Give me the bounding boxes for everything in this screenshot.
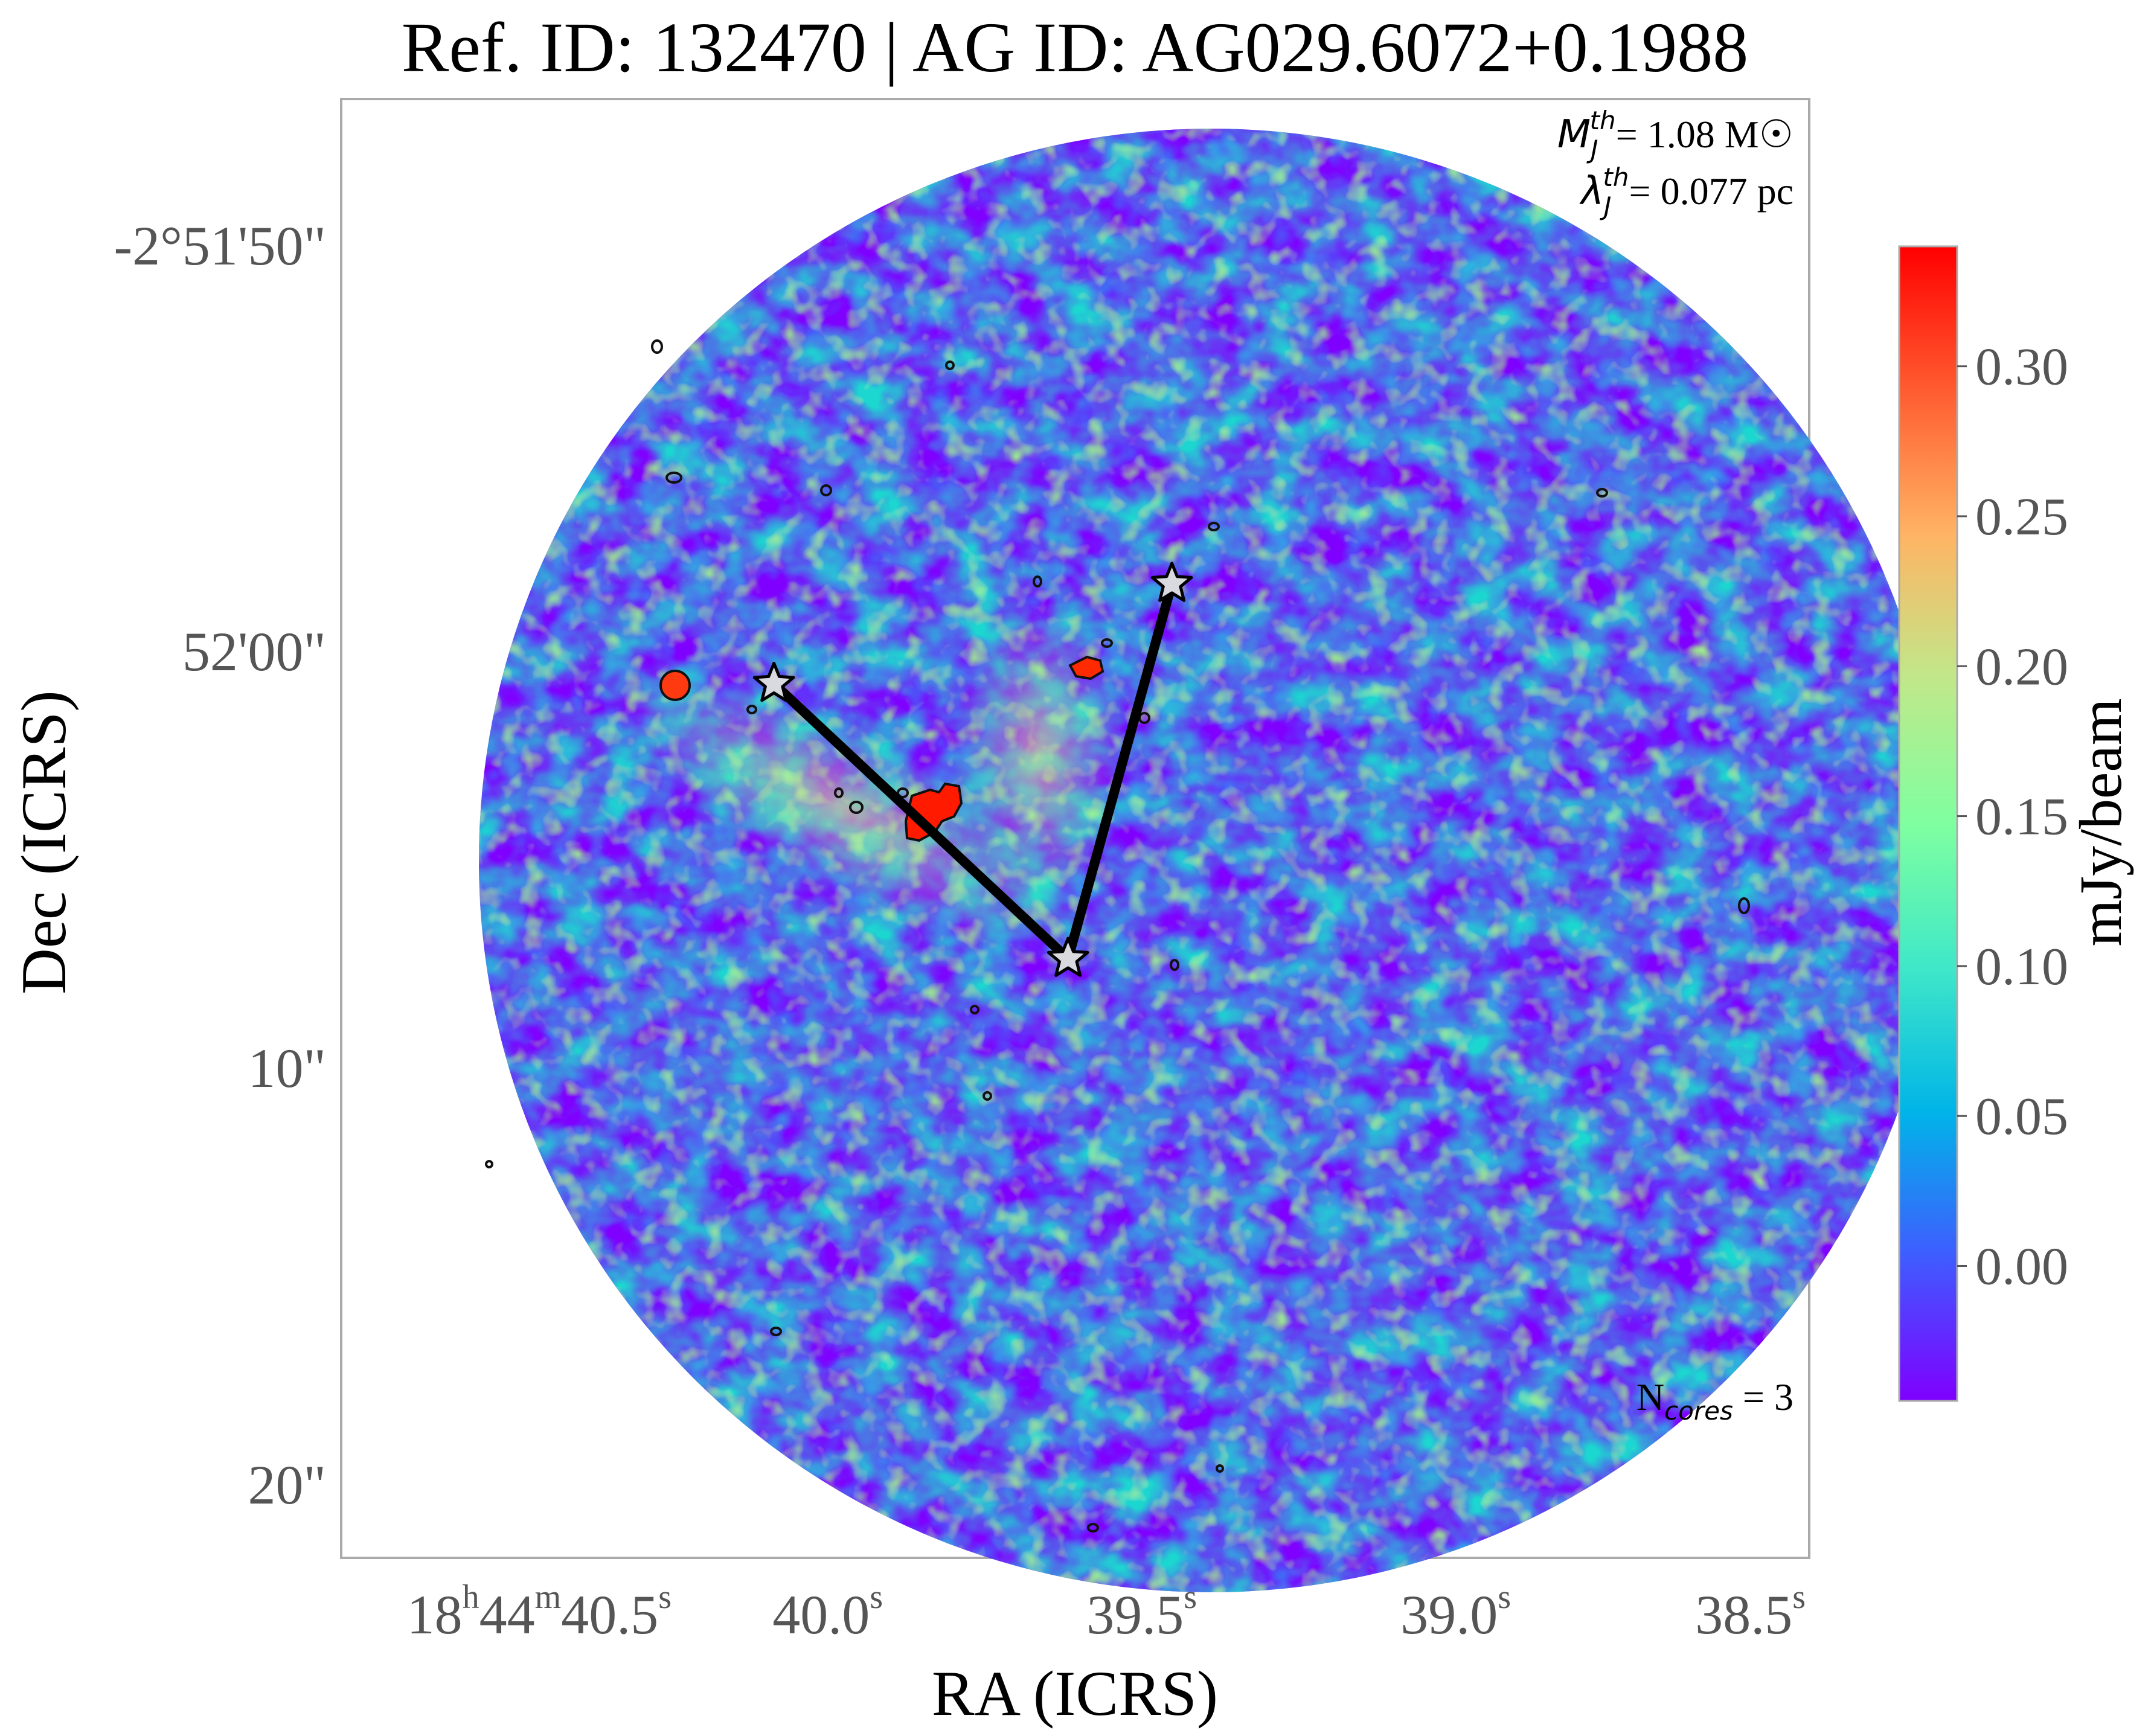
north-clump [1068,655,1104,681]
colorbar-label: mJy/beam [2067,698,2134,946]
x-tick-label: 40.0s [772,1578,883,1645]
mst-edges [769,578,1177,964]
core-star-marker [1150,562,1193,602]
jeans-length-annotation: λJth= 0.077 pc [1579,162,1794,221]
small-contours [485,339,1750,1533]
core-markers [752,562,1193,977]
colorbar-ticks: 0.30 0.25 0.20 0.15 0.10 0.05 0.00 [1957,338,2068,1296]
x-axis-ticks: 18h44m40.5s 40.0s 39.5s 39.0s 38.5s [407,1578,1806,1645]
y-tick-label: 20" [248,1454,326,1516]
mst-edge [1063,578,1177,964]
x-axis-title: RA (ICRS) [932,1658,1218,1729]
x-tick-label: 38.5s [1695,1578,1806,1645]
colorbar-tick-label: 0.00 [1975,1238,2068,1296]
chart-title: Ref. ID: 132470 | AG ID: AG029.6072+0.19… [402,8,1748,87]
colorbar-tick-label: 0.25 [1975,488,2068,546]
colorbar-tick-label: 0.15 [1975,788,2068,847]
x-tick-label: 39.0s [1400,1578,1511,1645]
mst-edge [769,679,1073,964]
colorbar-tick-label: 0.05 [1975,1087,2068,1146]
y-axis-title: Dec (ICRS) [8,690,79,994]
core-star-marker [752,662,795,702]
y-axis-ticks: -2°51'50" 52'00" 10" 20" [114,215,326,1516]
y-tick-label: -2°51'50" [114,215,326,277]
colorbar-tick-label: 0.30 [1975,338,2068,397]
colorbar [1898,245,1958,1402]
jeans-mass-annotation: MJth= 1.08 M☉ [1557,106,1794,164]
x-tick-label: 18h44m40.5s [407,1578,672,1645]
core-star-marker [1047,937,1089,977]
n-cores-annotation: Ncores = 3 [1636,1376,1794,1426]
x-tick-label: 39.5s [1086,1578,1197,1645]
west-clump [659,670,691,701]
y-tick-label: 10" [248,1037,326,1099]
colorbar-tick-label: 0.20 [1975,638,2068,696]
intensity-map [479,129,1943,1592]
colorbar-tick-label: 0.10 [1975,938,2068,996]
y-tick-label: 52'00" [182,621,326,682]
